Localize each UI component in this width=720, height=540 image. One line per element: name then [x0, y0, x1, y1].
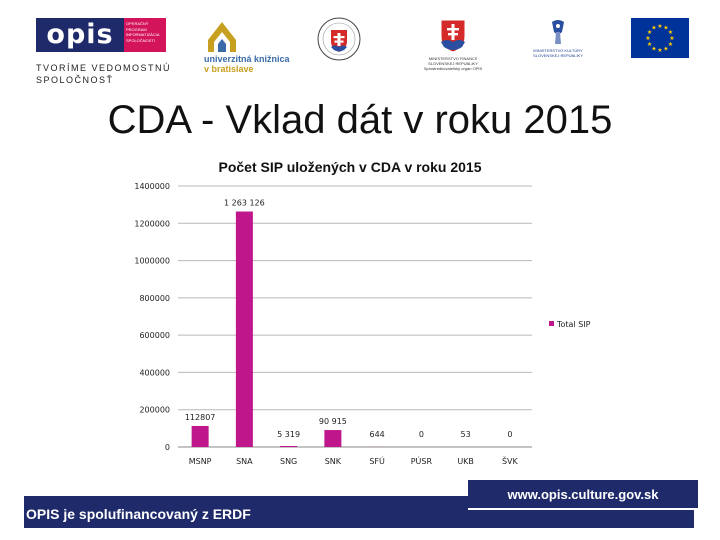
tagline-line: SPOLOČNOSŤ [36, 75, 114, 85]
ukb-emblem-icon [208, 22, 236, 52]
footer-url-box [468, 480, 698, 510]
y-tick-label: 800000 [139, 294, 170, 303]
tagline-line: TVORÍME VEDOMOSTNÚ [36, 63, 172, 73]
eu-star-icon: ★ [657, 23, 662, 30]
chart-canvas: Počet SIP uložených v CDA v roku 2015 0 20… [134, 159, 591, 466]
mk-text-line: SLOVENSKEJ REPUBLIKY [533, 53, 583, 58]
opis-logo: opis OPERAČNÝ PROGRAM INFORMATIZÁCIA SPO… [36, 18, 166, 52]
eu-star-icon: ★ [647, 41, 652, 48]
data-label: 112807 [185, 413, 216, 422]
data-label: 644 [369, 430, 384, 439]
x-tick-label: PÚSR [411, 455, 433, 466]
ministry-culture-logo: MINISTERSTVO KULTÚRY SLOVENSKEJ REPUBLIK… [528, 18, 588, 64]
ministry-culture-text: MINISTERSTVO KULTÚRY SLOVENSKEJ REPUBLIK… [528, 48, 588, 58]
x-tick-label: SNK [325, 457, 342, 466]
data-label: 0 [507, 430, 512, 439]
opis-sub-line: INFORMATIZÁCIA [126, 32, 160, 37]
coat-of-arms-icon [440, 19, 466, 53]
mk-text-line: MINISTERSTVO KULTÚRY [533, 48, 583, 53]
sk-government-logo: MINISTERSTVO FINANCIÍ SLOVENSKEJ REPUBLI… [418, 18, 488, 78]
x-tick-label: SNA [236, 457, 253, 466]
opis-sub-line: OPERAČNÝ [126, 21, 149, 26]
chart-bar [324, 430, 342, 447]
y-tick-label: 600000 [139, 331, 170, 340]
y-tick-label: 1400000 [134, 182, 170, 191]
opis-sub-line: PROGRAM [126, 26, 147, 32]
ukb-logo: univerzitná knižnica v bratislave [204, 18, 300, 76]
footer-cofinancing-text: OPIS je spolufinancovaný z ERDF [26, 506, 251, 522]
opis-wordmark: opis [36, 18, 124, 52]
chart-bar [191, 425, 209, 447]
opis-tagline: TVORÍME VEDOMOSTNÚ SPOLOČNOSŤ [36, 62, 171, 86]
data-label: 53 [461, 430, 471, 439]
gov-text-line: Sprostredkovateľský orgán OPIS [423, 66, 483, 71]
eu-star-icon: ★ [645, 35, 650, 42]
eu-star-icon: ★ [651, 25, 656, 32]
chart-bar [280, 446, 298, 447]
opis-subtitle: OPERAČNÝ PROGRAM INFORMATIZÁCIA SPOLOČNO… [124, 18, 166, 52]
data-label: 90 915 [319, 417, 347, 426]
sk-government-text: MINISTERSTVO FINANCIÍ SLOVENSKEJ REPUBLI… [418, 56, 488, 71]
state-seal-icon [316, 16, 362, 62]
legend-swatch [549, 321, 554, 326]
x-tick-label: MSNP [189, 457, 212, 466]
data-label: 1 263 126 [224, 199, 265, 208]
chart-bar [235, 211, 253, 447]
logo-bar: opis OPERAČNÝ PROGRAM INFORMATIZÁCIA SPO… [0, 0, 720, 90]
x-tick-label: SNG [280, 457, 297, 466]
y-tick-label: 1200000 [134, 219, 170, 228]
eu-star-icon: ★ [668, 29, 673, 36]
x-tick-label: UKB [457, 457, 474, 466]
eu-star-icon: ★ [657, 47, 662, 54]
eu-star-icon: ★ [669, 35, 674, 42]
gov-text-line: MINISTERSTVO FINANCIÍ [428, 56, 478, 61]
ukb-name-line: v bratislave [204, 64, 254, 74]
y-tick-label: 200000 [139, 406, 170, 415]
eu-star-icon: ★ [647, 29, 652, 36]
eu-star-icon: ★ [651, 45, 656, 52]
slide-title: CDA - Vklad dát v roku 2015 [107, 98, 613, 142]
chart-title: Počet SIP uložených v CDA v roku 2015 [219, 159, 482, 175]
eu-star-icon: ★ [668, 41, 673, 48]
eu-star-icon: ★ [663, 25, 668, 32]
ukb-name: univerzitná knižnica v bratislave [204, 54, 290, 74]
x-tick-label: SFÚ [369, 455, 385, 466]
legend-label: Total SIP [556, 320, 591, 329]
y-tick-label: 1000000 [134, 257, 170, 266]
x-tick-label: ŠVK [502, 455, 519, 466]
footer-url-link[interactable]: www.opis.culture.gov.sk [507, 487, 659, 502]
opis-sub-line: SPOLOČNOSTI [126, 37, 155, 43]
bar-chart: Počet SIP uložených v CDA v roku 2015 0 20… [0, 150, 720, 480]
eu-flag-icon: ★ ★ ★ ★ ★ ★ ★ ★ ★ ★ ★ ★ [631, 18, 689, 58]
ukb-name-line: univerzitná knižnica [204, 54, 290, 64]
eu-star-icon: ★ [663, 45, 668, 52]
data-label: 5 319 [277, 430, 300, 439]
data-label: 0 [419, 430, 424, 439]
footer-divider [468, 508, 698, 510]
ministry-emblem-icon [552, 20, 564, 44]
y-tick-label: 400000 [139, 368, 170, 377]
gov-text-line: SLOVENSKEJ REPUBLIKY [428, 61, 478, 66]
y-tick-label: 0 [165, 443, 170, 452]
